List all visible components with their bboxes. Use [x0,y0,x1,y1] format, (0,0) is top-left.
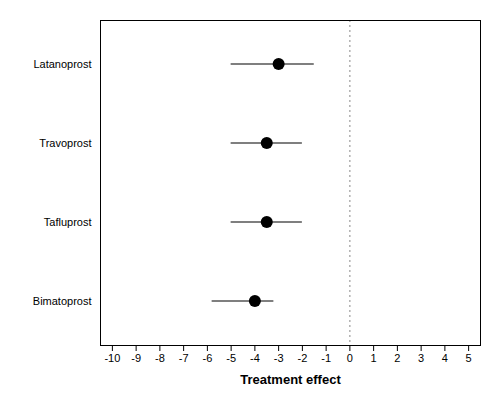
svg-text:Treatment effect: Treatment effect [240,372,341,387]
svg-text:-1: -1 [321,352,331,364]
svg-text:-8: -8 [155,352,165,364]
svg-text:3: 3 [418,352,424,364]
svg-text:-7: -7 [179,352,189,364]
svg-text:Tafluprost: Tafluprost [44,216,92,228]
svg-text:Travoprost: Travoprost [39,137,91,149]
svg-text:-10: -10 [104,352,120,364]
svg-text:Bimatoprost: Bimatoprost [33,295,92,307]
svg-text:-2: -2 [297,352,307,364]
svg-text:5: 5 [466,352,472,364]
svg-text:0: 0 [347,352,353,364]
svg-text:Latanoprost: Latanoprost [33,58,91,70]
svg-text:4: 4 [442,352,448,364]
svg-text:-3: -3 [274,352,284,364]
svg-text:2: 2 [394,352,400,364]
svg-text:-4: -4 [250,352,260,364]
svg-text:-6: -6 [202,352,212,364]
svg-text:-9: -9 [131,352,141,364]
svg-text:1: 1 [371,352,377,364]
svg-text:-5: -5 [226,352,236,364]
